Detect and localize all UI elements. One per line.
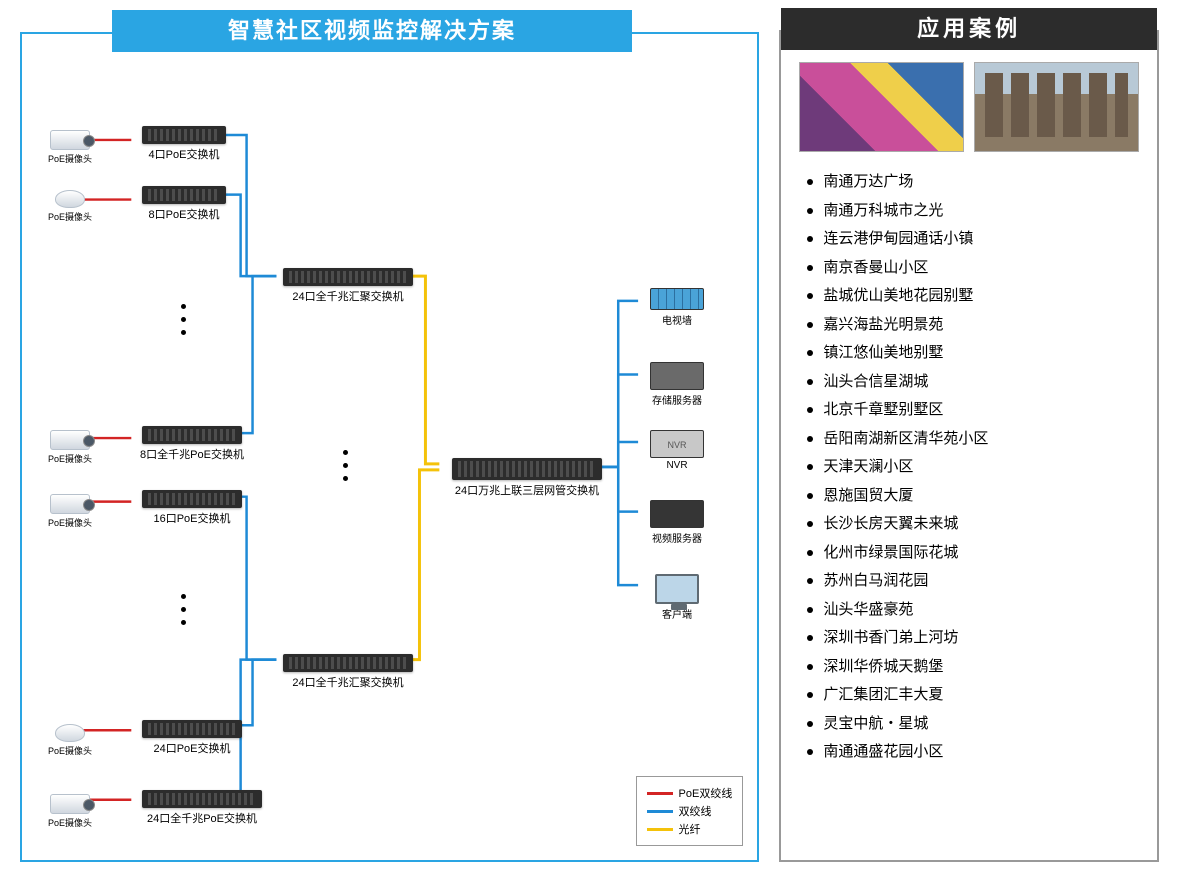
- case-item: 深圳华侨城天鹅堡: [807, 653, 1131, 682]
- camera-label: PoE摄像头: [40, 744, 100, 757]
- output-server: 存储服务器: [642, 362, 712, 407]
- output-wall: 电视墙: [642, 288, 712, 327]
- output-vs: 视频服务器: [642, 500, 712, 545]
- output-label: NVR: [642, 460, 712, 471]
- legend-label: 双绞线: [679, 803, 712, 819]
- case-item: 北京千章墅别墅区: [807, 396, 1131, 425]
- case-item: 苏州白马润花园: [807, 567, 1131, 596]
- camera-label: PoE摄像头: [40, 452, 100, 465]
- camera-0: PoE摄像头: [40, 130, 100, 165]
- case-item: 化州市绿景国际花城: [807, 539, 1131, 568]
- agg-switch-1: 24口全千兆汇聚交换机: [278, 654, 418, 690]
- device-label: 24口全千兆汇聚交换机: [278, 288, 418, 304]
- device-label: 24口万兆上联三层网管交换机: [442, 482, 612, 498]
- case-list: 南通万达广场南通万科城市之光连云港伊甸园通话小镇南京香曼山小区盐城优山美地花园别…: [781, 164, 1157, 767]
- output-label: 电视墙: [642, 312, 712, 327]
- diagram-panel: 智慧社区视频监控解决方案 PoE双绞线双绞线光纤 PoE摄像头PoE摄像头PoE…: [20, 32, 759, 862]
- camera-5: PoE摄像头: [40, 794, 100, 829]
- case-item: 广汇集团汇丰大夏: [807, 681, 1131, 710]
- camera-label: PoE摄像头: [40, 152, 100, 165]
- camera-3: PoE摄像头: [40, 494, 100, 529]
- access-switch-2: 8口全千兆PoE交换机: [132, 426, 252, 462]
- camera-label: PoE摄像头: [40, 516, 100, 529]
- case-image-mall: [799, 62, 964, 152]
- camera-label: PoE摄像头: [40, 816, 100, 829]
- access-switch-3: 16口PoE交换机: [132, 490, 252, 526]
- ellipsis-0: [178, 304, 188, 335]
- ellipsis-1: [178, 594, 188, 625]
- device-label: 8口全千兆PoE交换机: [132, 446, 252, 462]
- case-item: 恩施国贸大厦: [807, 482, 1131, 511]
- camera-1: PoE摄像头: [40, 190, 100, 223]
- access-switch-1: 8口PoE交换机: [132, 186, 236, 222]
- device-label: 24口全千兆汇聚交换机: [278, 674, 418, 690]
- case-item: 岳阳南湖新区清华苑小区: [807, 425, 1131, 454]
- camera-2: PoE摄像头: [40, 430, 100, 465]
- camera-label: PoE摄像头: [40, 210, 100, 223]
- case-item: 汕头华盛豪苑: [807, 596, 1131, 625]
- case-item: 南通通盛花园小区: [807, 738, 1131, 767]
- case-item: 盐城优山美地花园别墅: [807, 282, 1131, 311]
- access-switch-4: 24口PoE交换机: [132, 720, 252, 756]
- case-item: 南通万达广场: [807, 168, 1131, 197]
- case-item: 长沙长房天翼未来城: [807, 510, 1131, 539]
- case-item: 汕头合信星湖城: [807, 368, 1131, 397]
- case-item: 连云港伊甸园通话小镇: [807, 225, 1131, 254]
- camera-4: PoE摄像头: [40, 724, 100, 757]
- case-item: 嘉兴海盐光明景苑: [807, 311, 1131, 340]
- legend: PoE双绞线双绞线光纤: [636, 776, 744, 846]
- ellipsis-2: [340, 450, 350, 481]
- case-item: 南京香曼山小区: [807, 254, 1131, 283]
- device-label: 24口全千兆PoE交换机: [132, 810, 272, 826]
- access-switch-5: 24口全千兆PoE交换机: [132, 790, 272, 826]
- output-client: 客户端: [642, 574, 712, 621]
- legend-label: 光纤: [679, 821, 701, 837]
- cases-panel: 应用案例 南通万达广场南通万科城市之光连云港伊甸园通话小镇南京香曼山小区盐城优山…: [779, 30, 1159, 862]
- case-item: 深圳书香门弟上河坊: [807, 624, 1131, 653]
- case-item: 天津天澜小区: [807, 453, 1131, 482]
- core-switch: 24口万兆上联三层网管交换机: [442, 458, 612, 498]
- access-switch-0: 4口PoE交换机: [132, 126, 236, 162]
- output-label: 存储服务器: [642, 392, 712, 407]
- legend-row: 光纤: [647, 821, 733, 837]
- device-label: 24口PoE交换机: [132, 740, 252, 756]
- agg-switch-0: 24口全千兆汇聚交换机: [278, 268, 418, 304]
- case-item: 镇江悠仙美地别墅: [807, 339, 1131, 368]
- legend-row: 双绞线: [647, 803, 733, 819]
- legend-label: PoE双绞线: [679, 785, 733, 801]
- case-image-buildings: [974, 62, 1139, 152]
- device-label: 16口PoE交换机: [132, 510, 252, 526]
- legend-row: PoE双绞线: [647, 785, 733, 801]
- device-label: 8口PoE交换机: [132, 206, 236, 222]
- device-label: 4口PoE交换机: [132, 146, 236, 162]
- cases-title: 应用案例: [781, 8, 1157, 50]
- case-item: 灵宝中航・星城: [807, 710, 1131, 739]
- case-item: 南通万科城市之光: [807, 197, 1131, 226]
- output-nvr: NVRNVR: [642, 430, 712, 471]
- case-images: [781, 32, 1157, 164]
- diagram-title: 智慧社区视频监控解决方案: [112, 10, 632, 52]
- output-label: 视频服务器: [642, 530, 712, 545]
